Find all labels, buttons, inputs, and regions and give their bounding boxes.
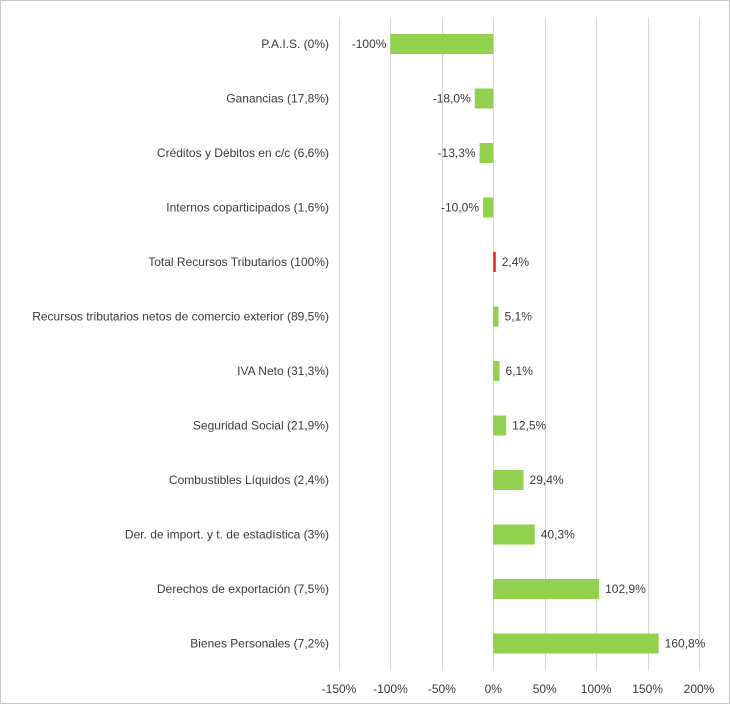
bar [493,415,507,436]
data-label: 6,1% [506,364,534,378]
bar [493,633,659,654]
category-label: P.A.I.S. (0%) [261,37,329,51]
data-label: 160,8% [665,637,706,651]
bar [493,470,524,490]
bar [479,143,494,163]
x-tick-label: -100% [373,682,408,696]
category-label: Der. de import. y t. de estadística (3%) [125,528,329,542]
x-tick-label: 100% [581,682,612,696]
data-label: 29,4% [530,473,564,487]
category-label: Créditos y Débitos en c/c (6,6%) [157,146,329,160]
category-label: Total Recursos Tributarios (100%) [148,255,329,269]
category-label: Ganancias (17,8%) [226,92,329,106]
data-label: 5,1% [505,310,533,324]
category-label: IVA Neto (31,3%) [237,364,329,378]
bar [493,361,500,381]
data-label: -13,3% [438,146,476,160]
data-label: -10,0% [441,201,479,215]
bar [483,197,494,218]
bar [493,252,496,272]
data-label: 40,3% [541,528,575,542]
data-label: -18,0% [433,92,471,106]
x-tick-label: 0% [485,682,503,696]
x-tick-label: 150% [632,682,663,696]
bar [474,88,494,109]
data-label: 102,9% [605,582,646,596]
category-label: Seguridad Social (21,9%) [193,419,329,433]
x-tick-label: 50% [533,682,557,696]
bar [493,524,535,545]
category-label: Bienes Personales (7,2%) [190,637,329,651]
x-tick-label: 200% [684,682,715,696]
data-label: -100% [352,37,387,51]
category-label: Recursos tributarios netos de comercio e… [32,310,329,324]
category-label: Combustibles Líquidos (2,4%) [169,473,329,487]
bar [390,34,494,54]
category-label: Derechos de exportación (7,5%) [157,582,329,596]
bar [493,306,499,327]
x-tick-label: -150% [322,682,357,696]
data-label: 12,5% [512,419,546,433]
category-label: Internos coparticipados (1,6%) [166,201,329,215]
x-tick-label: -50% [428,682,456,696]
data-label: 2,4% [502,255,530,269]
bar [493,579,600,599]
